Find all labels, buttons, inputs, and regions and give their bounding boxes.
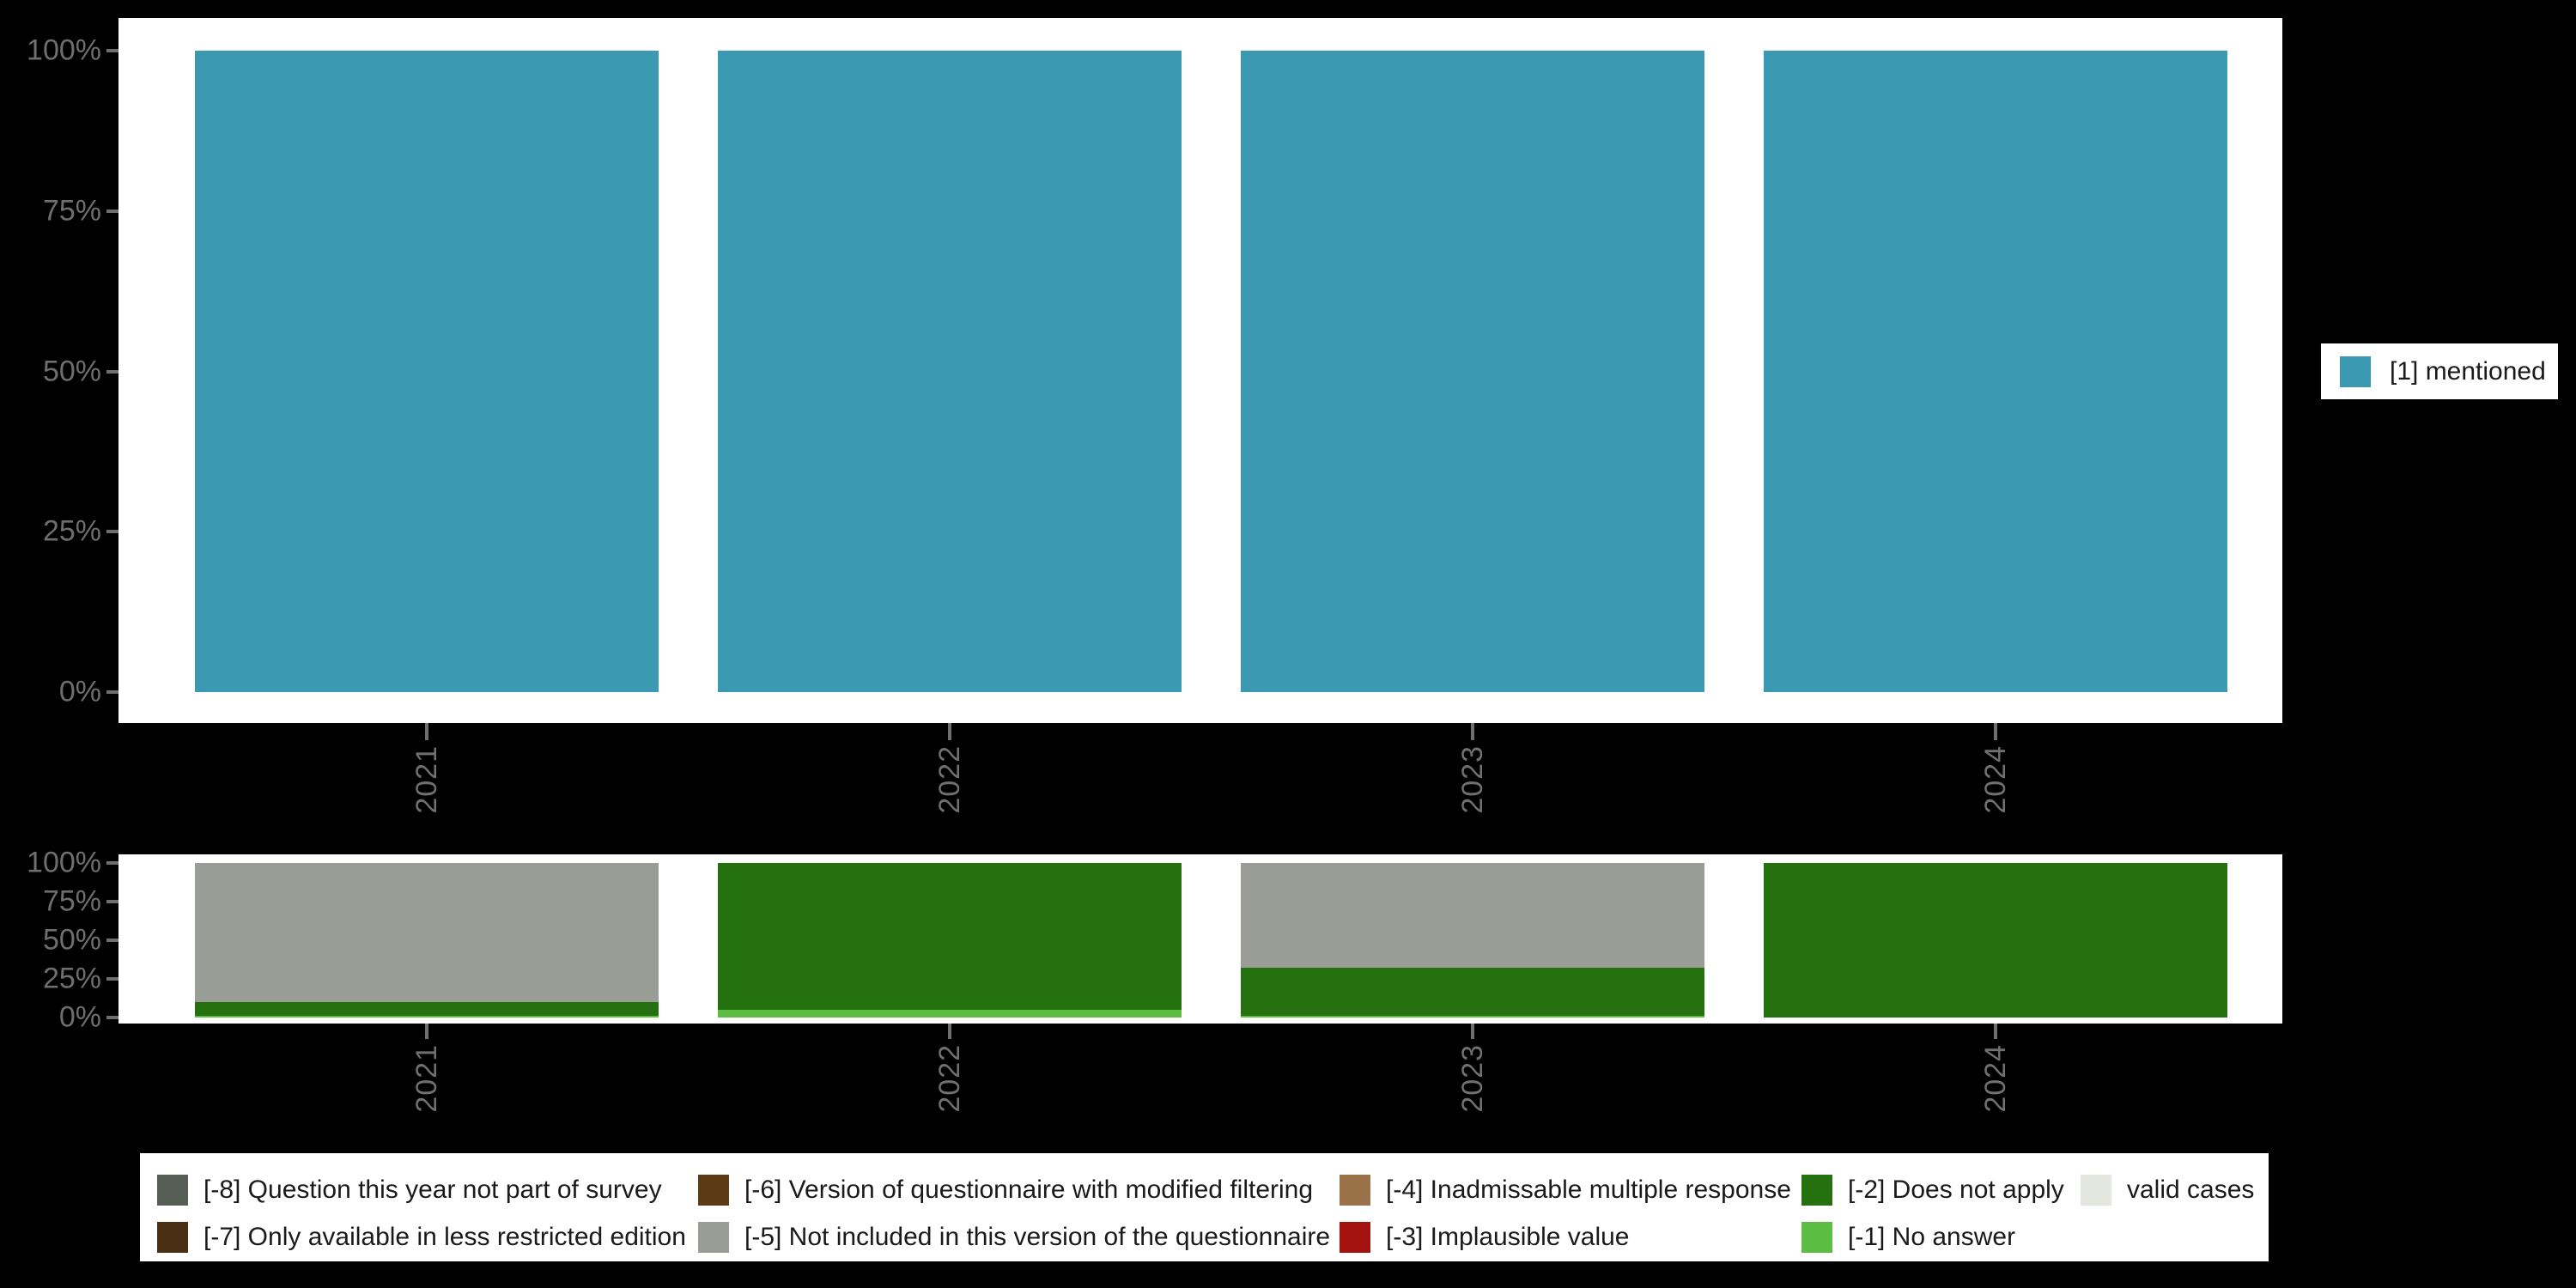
x-tick-label: 2023 <box>1456 745 1489 814</box>
x-tick-label: 2021 <box>410 745 443 814</box>
bar-segment <box>195 863 659 1002</box>
y-tick-mark <box>106 861 118 865</box>
y-tick-mark <box>106 939 118 942</box>
values-legend: [1] mentioned <box>2321 343 2558 399</box>
x-tick-mark <box>425 723 428 740</box>
bar-segment <box>1241 1016 1704 1018</box>
y-tick-label: 0% <box>58 1000 101 1034</box>
legend-swatch <box>698 1222 729 1253</box>
bar-segment <box>1241 863 1704 969</box>
y-tick-mark <box>106 1016 118 1019</box>
x-tick-mark <box>1994 1024 1997 1039</box>
legend-item: [-7] Only available in less restricted e… <box>157 1222 686 1253</box>
x-tick-label: 2022 <box>933 1044 966 1113</box>
legend-item: [-8] Question this year not part of surv… <box>157 1175 662 1206</box>
y-tick-label: 25% <box>42 962 101 995</box>
legend-swatch <box>1801 1222 1832 1253</box>
y-tick-label: 100% <box>27 846 101 879</box>
legend-item: [-5] Not included in this version of the… <box>698 1222 1330 1253</box>
legend-item-label: valid cases <box>2127 1176 2255 1204</box>
bar-segment <box>1241 51 1704 692</box>
bar-2023 <box>1241 863 1704 1018</box>
bar-2023 <box>1241 51 1704 692</box>
y-tick-label: 75% <box>42 884 101 918</box>
x-tick-mark <box>948 1024 951 1039</box>
legend-swatch <box>2081 1175 2111 1206</box>
bar-2021 <box>195 863 659 1018</box>
y-tick-mark <box>106 977 118 981</box>
missing-values-legend: [-8] Question this year not part of surv… <box>140 1153 2269 1261</box>
legend-swatch <box>698 1175 729 1206</box>
legend-item-label: [-2] Does not apply <box>1848 1176 2064 1204</box>
x-tick-mark <box>948 723 951 740</box>
mentioned-label: [1] mentioned <box>2390 356 2546 386</box>
legend-item-label: [-8] Question this year not part of surv… <box>204 1176 662 1204</box>
y-tick-label: 50% <box>42 355 101 387</box>
legend-item-label: [-6] Version of questionnaire with modif… <box>744 1176 1314 1204</box>
y-tick-label: 50% <box>42 923 101 957</box>
y-tick-mark <box>106 209 118 213</box>
bar-segment <box>718 1010 1182 1018</box>
bar-segment <box>195 1016 659 1018</box>
x-tick-mark <box>425 1024 428 1039</box>
legend-item-label: [-5] Not included in this version of the… <box>744 1223 1331 1251</box>
mentioned-swatch <box>2340 355 2371 387</box>
y-tick-mark <box>106 530 118 534</box>
y-tick-mark <box>106 369 118 374</box>
y-tick-label: 0% <box>58 675 101 708</box>
bar-segment <box>718 863 1182 1010</box>
values-plot-area <box>118 18 2282 723</box>
legend-swatch <box>1340 1175 1370 1206</box>
legend-item-label: [-3] Implausible value <box>1386 1223 1630 1251</box>
legend-swatch <box>1340 1222 1370 1253</box>
bar-2024 <box>1764 863 2227 1018</box>
bar-2022 <box>718 863 1182 1018</box>
x-tick-mark <box>1471 1024 1474 1039</box>
x-tick-label: 2024 <box>1979 1044 2012 1113</box>
x-tick-label: 2023 <box>1456 1044 1489 1113</box>
bar-segment <box>1764 51 2227 692</box>
bar-segment <box>1241 968 1704 1017</box>
bar-segment <box>195 51 659 692</box>
bar-segment <box>1764 863 2227 1018</box>
legend-swatch <box>157 1222 188 1253</box>
x-tick-label: 2022 <box>933 745 966 814</box>
bar-2021 <box>195 51 659 692</box>
x-tick-label: 2024 <box>1979 745 2012 814</box>
x-tick-mark <box>1994 723 1997 740</box>
legend-swatch <box>157 1175 188 1206</box>
y-tick-label: 75% <box>42 194 101 228</box>
legend-item: [-2] Does not apply <box>1801 1175 2064 1206</box>
y-tick-label: 25% <box>42 514 101 548</box>
x-tick-label: 2021 <box>410 1044 443 1113</box>
legend-item: valid cases <box>2081 1175 2254 1206</box>
y-tick-label: 100% <box>27 33 101 67</box>
y-tick-mark <box>106 690 118 694</box>
legend-item: [-4] Inadmissable multiple response <box>1340 1175 1791 1206</box>
y-tick-mark <box>106 49 118 52</box>
legend-item-label: [-1] No answer <box>1848 1223 2016 1251</box>
bar-segment <box>195 1002 659 1017</box>
y-tick-mark <box>106 900 118 903</box>
legend-item-label: [-4] Inadmissable multiple response <box>1386 1176 1791 1204</box>
legend-item: [-1] No answer <box>1801 1222 2015 1253</box>
x-tick-mark <box>1471 723 1474 740</box>
legend-swatch <box>1801 1175 1832 1206</box>
bar-2024 <box>1764 51 2227 692</box>
bar-2022 <box>718 51 1182 692</box>
missing-plot-area <box>118 854 2282 1024</box>
legend-item: [-3] Implausible value <box>1340 1222 1629 1253</box>
legend-item-label: [-7] Only available in less restricted e… <box>204 1223 686 1251</box>
legend-item: [-6] Version of questionnaire with modif… <box>698 1175 1313 1206</box>
bar-segment <box>718 51 1182 692</box>
